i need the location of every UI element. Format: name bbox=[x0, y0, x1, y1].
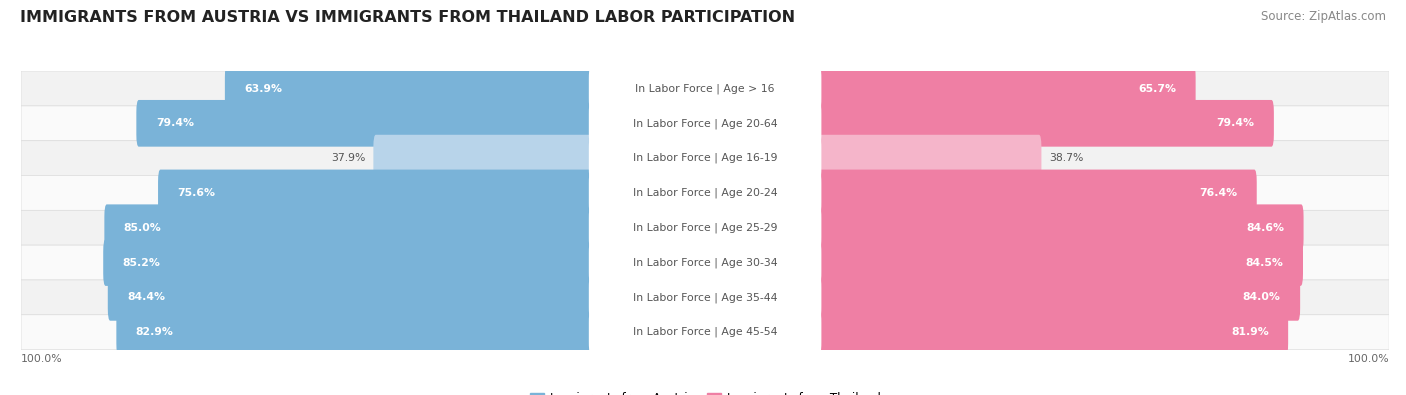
FancyBboxPatch shape bbox=[157, 169, 595, 216]
Text: In Labor Force | Age 30-34: In Labor Force | Age 30-34 bbox=[633, 257, 778, 268]
FancyBboxPatch shape bbox=[589, 236, 821, 290]
Text: 85.0%: 85.0% bbox=[124, 223, 162, 233]
Text: 37.9%: 37.9% bbox=[332, 153, 366, 163]
Text: In Labor Force | Age 35-44: In Labor Force | Age 35-44 bbox=[633, 292, 778, 303]
Text: 79.4%: 79.4% bbox=[156, 118, 194, 128]
FancyBboxPatch shape bbox=[108, 274, 595, 321]
Text: In Labor Force | Age 20-64: In Labor Force | Age 20-64 bbox=[633, 118, 778, 128]
Legend: Immigrants from Austria, Immigrants from Thailand: Immigrants from Austria, Immigrants from… bbox=[530, 392, 880, 395]
Text: 85.2%: 85.2% bbox=[122, 258, 160, 267]
Text: In Labor Force | Age 45-54: In Labor Force | Age 45-54 bbox=[633, 327, 778, 337]
Text: In Labor Force | Age 16-19: In Labor Force | Age 16-19 bbox=[633, 153, 778, 164]
Text: 81.9%: 81.9% bbox=[1230, 327, 1268, 337]
FancyBboxPatch shape bbox=[589, 96, 821, 150]
FancyBboxPatch shape bbox=[21, 71, 1389, 106]
FancyBboxPatch shape bbox=[815, 169, 1257, 216]
Text: In Labor Force | Age 20-24: In Labor Force | Age 20-24 bbox=[633, 188, 778, 198]
FancyBboxPatch shape bbox=[21, 106, 1389, 141]
FancyBboxPatch shape bbox=[136, 100, 595, 147]
Text: 100.0%: 100.0% bbox=[1347, 354, 1389, 363]
Text: 79.4%: 79.4% bbox=[1216, 118, 1254, 128]
Text: 84.6%: 84.6% bbox=[1246, 223, 1284, 233]
FancyBboxPatch shape bbox=[589, 62, 821, 115]
FancyBboxPatch shape bbox=[589, 166, 821, 220]
FancyBboxPatch shape bbox=[21, 315, 1389, 350]
Text: 84.0%: 84.0% bbox=[1243, 292, 1281, 302]
Text: 65.7%: 65.7% bbox=[1137, 83, 1177, 94]
FancyBboxPatch shape bbox=[21, 175, 1389, 210]
FancyBboxPatch shape bbox=[815, 274, 1301, 321]
Text: 84.5%: 84.5% bbox=[1246, 258, 1284, 267]
Text: 82.9%: 82.9% bbox=[136, 327, 174, 337]
FancyBboxPatch shape bbox=[815, 204, 1303, 251]
FancyBboxPatch shape bbox=[374, 135, 595, 181]
Text: Source: ZipAtlas.com: Source: ZipAtlas.com bbox=[1261, 10, 1386, 23]
FancyBboxPatch shape bbox=[104, 204, 595, 251]
Text: 75.6%: 75.6% bbox=[177, 188, 215, 198]
FancyBboxPatch shape bbox=[815, 309, 1288, 356]
FancyBboxPatch shape bbox=[225, 65, 595, 112]
Text: In Labor Force | Age > 16: In Labor Force | Age > 16 bbox=[636, 83, 775, 94]
FancyBboxPatch shape bbox=[815, 239, 1303, 286]
FancyBboxPatch shape bbox=[589, 131, 821, 185]
Text: 38.7%: 38.7% bbox=[1049, 153, 1084, 163]
FancyBboxPatch shape bbox=[21, 280, 1389, 315]
FancyBboxPatch shape bbox=[589, 201, 821, 254]
FancyBboxPatch shape bbox=[815, 100, 1274, 147]
Text: 63.9%: 63.9% bbox=[245, 83, 283, 94]
FancyBboxPatch shape bbox=[589, 271, 821, 324]
FancyBboxPatch shape bbox=[815, 65, 1195, 112]
Text: In Labor Force | Age 25-29: In Labor Force | Age 25-29 bbox=[633, 222, 778, 233]
Text: 100.0%: 100.0% bbox=[21, 354, 63, 363]
Text: IMMIGRANTS FROM AUSTRIA VS IMMIGRANTS FROM THAILAND LABOR PARTICIPATION: IMMIGRANTS FROM AUSTRIA VS IMMIGRANTS FR… bbox=[20, 10, 796, 25]
FancyBboxPatch shape bbox=[21, 141, 1389, 175]
FancyBboxPatch shape bbox=[21, 210, 1389, 245]
FancyBboxPatch shape bbox=[815, 135, 1042, 181]
Text: 84.4%: 84.4% bbox=[128, 292, 166, 302]
FancyBboxPatch shape bbox=[589, 305, 821, 359]
FancyBboxPatch shape bbox=[117, 309, 595, 356]
Text: 76.4%: 76.4% bbox=[1199, 188, 1237, 198]
FancyBboxPatch shape bbox=[103, 239, 595, 286]
FancyBboxPatch shape bbox=[21, 245, 1389, 280]
